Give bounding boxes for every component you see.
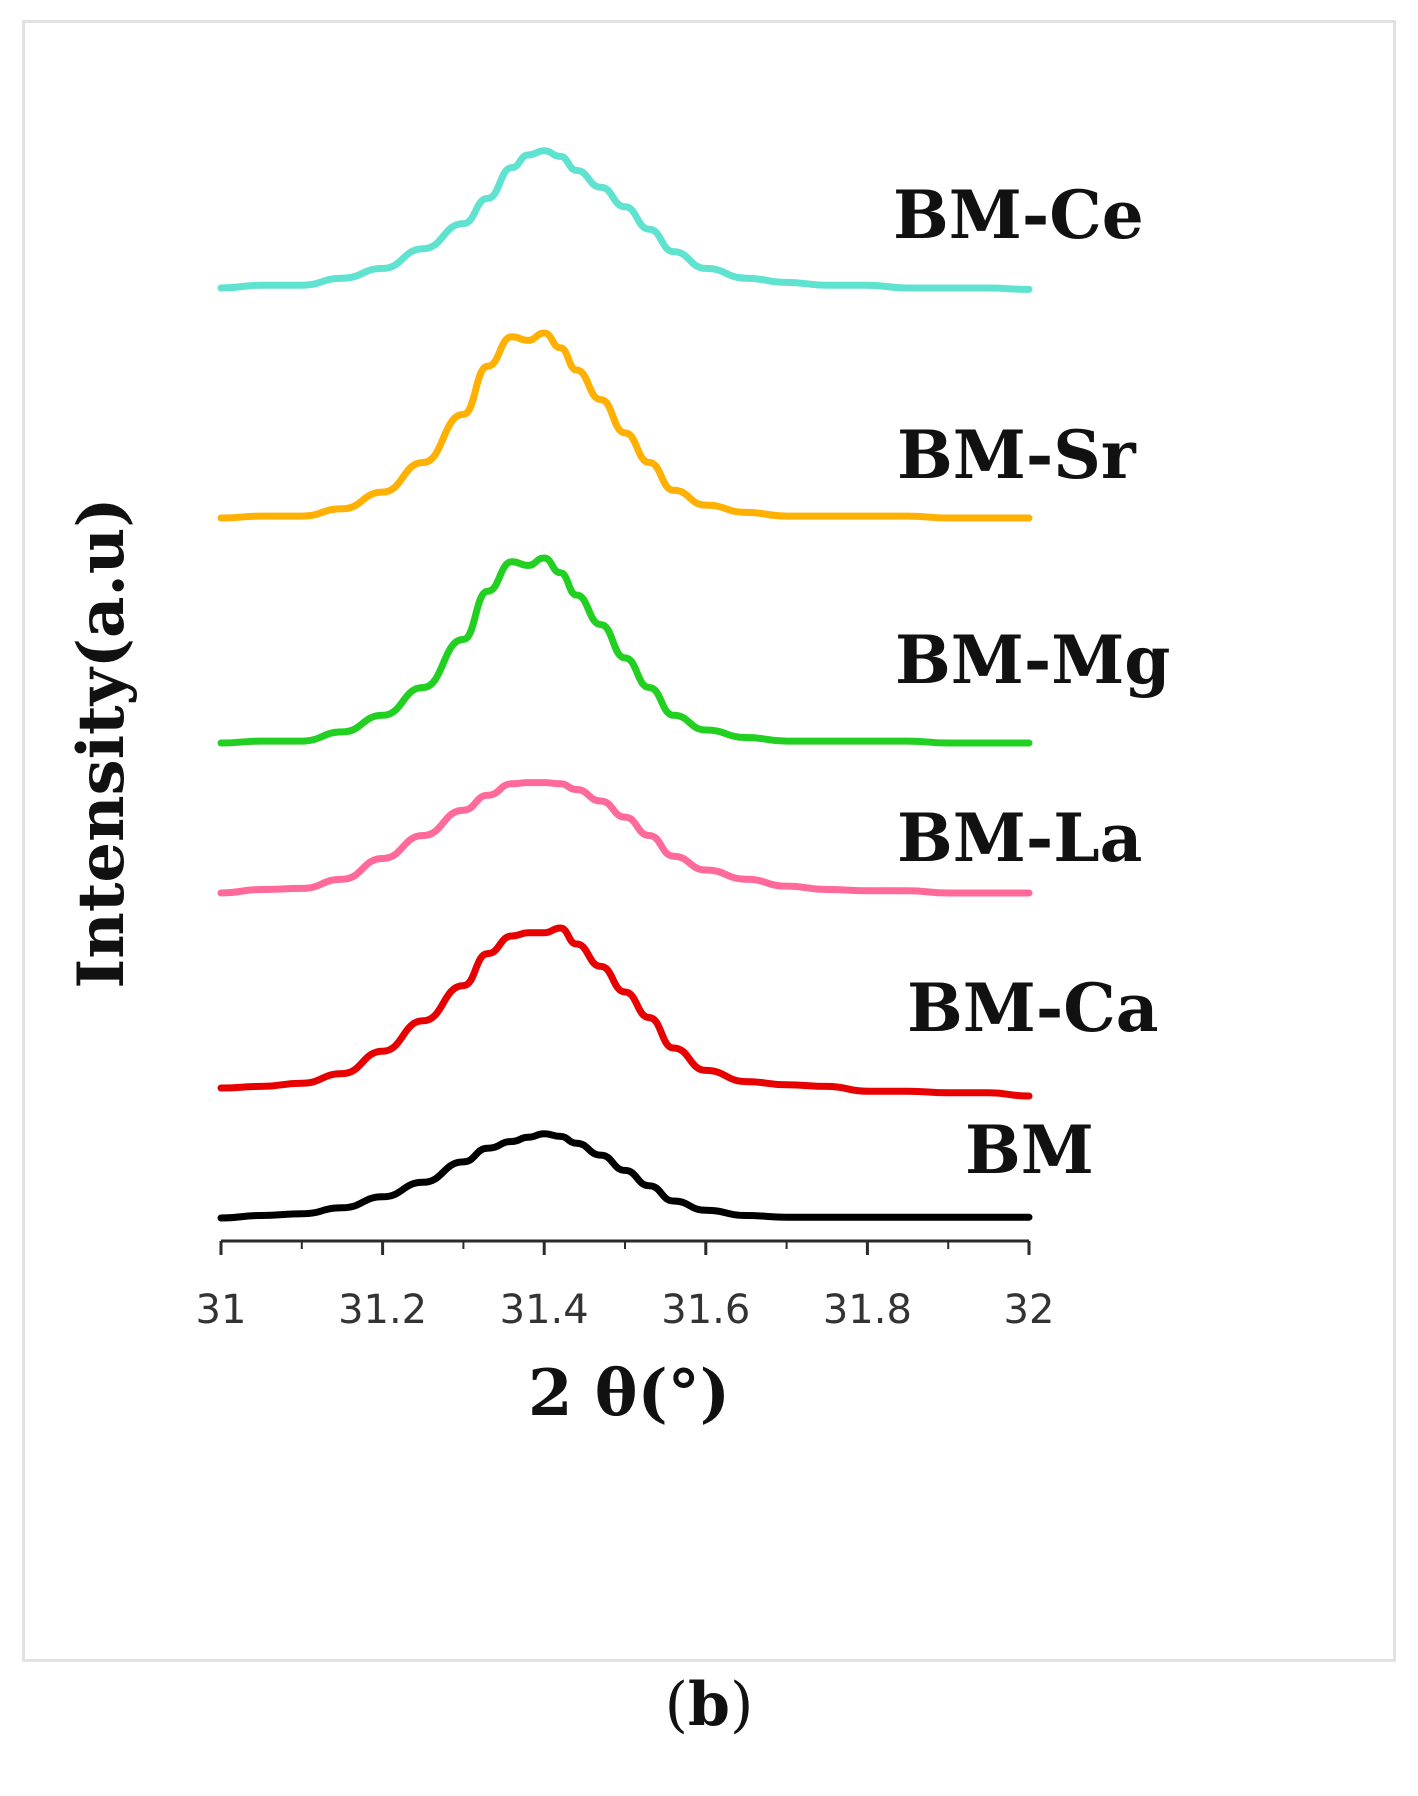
x-tick-label: 31 xyxy=(196,1287,247,1333)
panel-label-close: ) xyxy=(729,1670,754,1740)
series-line-bm-mg xyxy=(217,554,1033,747)
series-label-bm-sr: BM-Sr xyxy=(897,416,1137,494)
series-line-bm xyxy=(217,1130,1033,1222)
series-line-bm-ce xyxy=(217,147,1033,293)
panel-label: (b) xyxy=(0,1670,1418,1740)
series-line-bm-la xyxy=(217,779,1033,897)
x-tick-label: 32 xyxy=(1004,1287,1055,1333)
x-tick-label: 31.6 xyxy=(661,1287,750,1333)
x-axis-title: 2 θ(°) xyxy=(528,1356,730,1431)
series-label-bm-mg: BM-Mg xyxy=(895,621,1170,699)
x-tick-label: 31.2 xyxy=(338,1287,427,1333)
series-label-bm: BM xyxy=(965,1111,1094,1189)
series-line-bm-ca xyxy=(217,924,1033,1100)
x-tick-label: 31.4 xyxy=(500,1287,589,1333)
series-label-bm-ce: BM-Ce xyxy=(893,176,1144,254)
series-label-bm-ca: BM-Ca xyxy=(907,969,1159,1047)
figure-frame: BM-Ce BM-Sr BM-Mg BM-La BM-Ca BM 31 31.2 31.4 31… xyxy=(22,20,1396,1662)
x-ticks-layer: 31 31.2 31.4 31.6 31.8 32 xyxy=(196,1241,1055,1333)
x-tick-label: 31.8 xyxy=(823,1287,912,1333)
series-labels-layer: BM-Ce BM-Sr BM-Mg BM-La BM-Ca BM xyxy=(893,176,1170,1189)
y-axis-title: Intensity(a.u) xyxy=(64,497,139,988)
panel-label-letter: b xyxy=(688,1670,730,1740)
panel-label-open: ( xyxy=(664,1670,689,1740)
curves-layer xyxy=(217,147,1033,1222)
series-line-bm-sr xyxy=(217,329,1033,522)
series-label-bm-la: BM-La xyxy=(897,799,1142,877)
